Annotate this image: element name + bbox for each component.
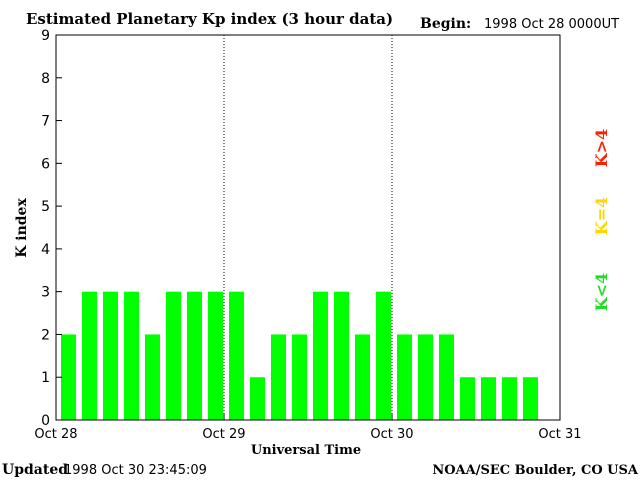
bar [313,291,328,420]
chart-title: Estimated Planetary Kp index (3 hour dat… [26,10,393,28]
bar [61,334,76,420]
y-tick-label: 3 [41,285,50,301]
y-tick-label: 2 [41,327,50,343]
bar [187,291,202,420]
legend-item: K<4 [592,273,611,311]
bar [397,334,412,420]
bar [376,291,391,420]
y-tick-label: 5 [41,199,50,215]
bar [418,334,433,420]
credit-text: NOAA/SEC Boulder, CO USA [432,463,639,478]
bar [271,334,286,420]
begin-label: Begin: [420,16,471,32]
bar [502,377,517,420]
begin-value: 1998 Oct 28 0000UT [484,17,619,32]
bar [460,377,475,420]
y-tick-label: 4 [41,242,50,258]
y-tick-label: 0 [41,413,50,429]
legend-item: K>4 [592,129,611,167]
bar [292,334,307,420]
x-tick-label: Oct 30 [370,427,413,442]
bar [166,291,181,420]
updated-value: 1998 Oct 30 23:45:09 [64,463,207,478]
bar [208,291,223,420]
legend-item: K=4 [592,197,611,235]
y-tick-label: 6 [41,156,50,172]
bar [145,334,160,420]
y-tick-label: 7 [41,114,50,130]
bar [82,291,97,420]
y-tick-label: 1 [41,370,50,386]
bar [124,291,139,420]
legend: K>4 K=4 K<4 [592,129,611,311]
bar [334,291,349,420]
plot-area: 0 1 2 3 4 5 6 7 8 9 Oct 28 Oct 29 Oct 30 Oct 31 [34,28,581,442]
bar [523,377,538,420]
x-tick-label: Oct 28 [34,427,77,442]
bar [439,334,454,420]
bar [229,291,244,420]
x-axis-label: Universal Time [251,443,361,458]
y-tick-label: 9 [41,28,50,44]
bar [481,377,496,420]
bar [103,291,118,420]
x-tick-label: Oct 29 [202,427,245,442]
plot-frame [55,34,561,421]
updated-label: Updated [2,462,68,478]
x-tick-label: Oct 31 [538,427,581,442]
y-tick-label: 8 [41,71,50,87]
bar [355,334,370,420]
y-axis-label: K index [14,198,30,258]
bar [250,377,265,420]
